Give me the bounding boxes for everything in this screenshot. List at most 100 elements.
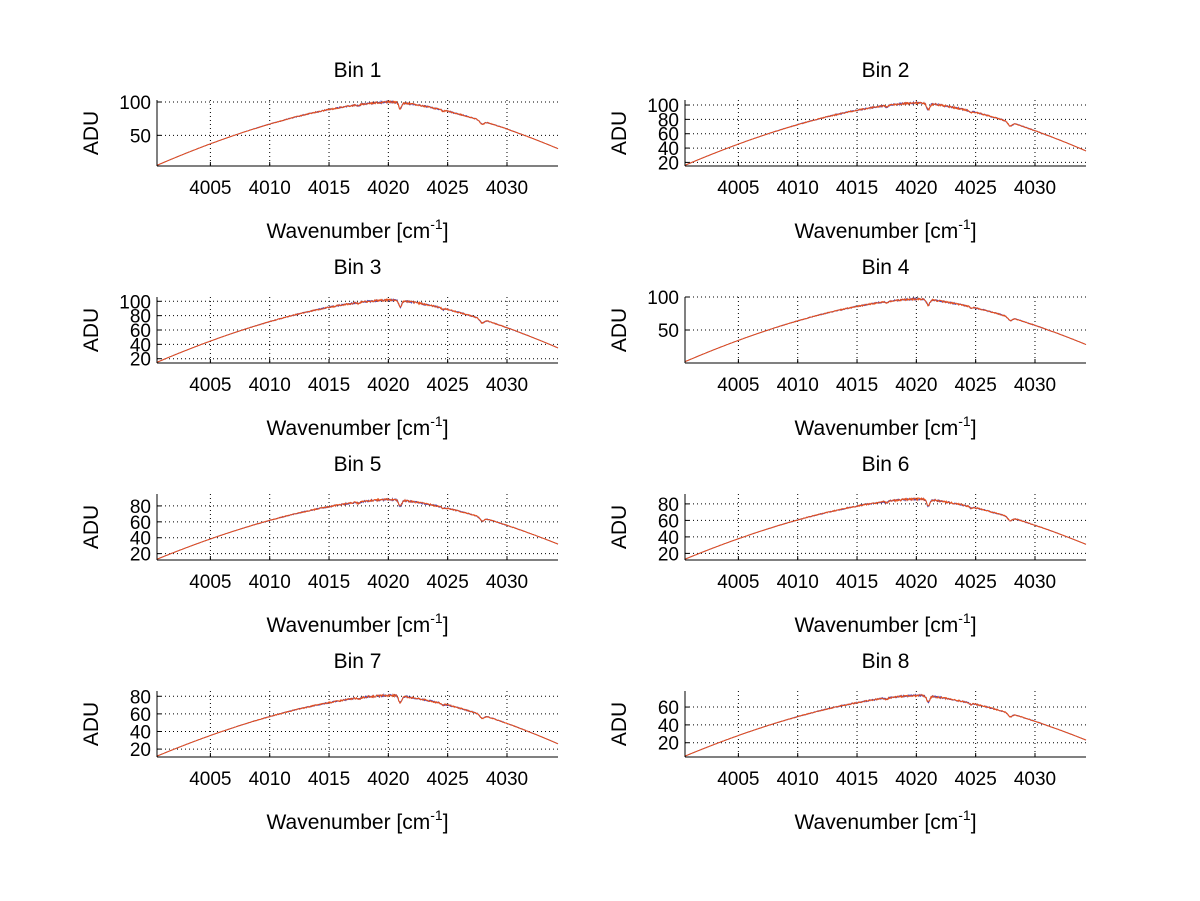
y-tick-label: 40	[658, 528, 679, 549]
x-tick-label: 4030	[1014, 769, 1056, 790]
x-tick-label: 4005	[717, 769, 759, 790]
x-tick-label: 4025	[427, 178, 469, 199]
x-axis-label: Wavenumber [cm-1]	[266, 216, 448, 243]
subplot-title: Bin 6	[862, 453, 910, 476]
x-tick-label: 4010	[249, 178, 291, 199]
x-tick-label: 4015	[308, 572, 350, 593]
x-tick-label: 4025	[427, 572, 469, 593]
spectrum-line	[684, 694, 1087, 757]
x-tick-label: 4020	[367, 572, 409, 593]
y-tick-label: 60	[130, 513, 151, 534]
subplot-title: Bin 1	[334, 59, 382, 82]
x-tick-label: 4005	[189, 178, 231, 199]
spectrum-line	[156, 497, 559, 560]
x-tick-label: 4020	[367, 769, 409, 790]
y-tick-label: 80	[130, 497, 151, 518]
x-tick-label: 4005	[717, 178, 759, 199]
y-axis-label: ADU	[80, 505, 103, 549]
y-axis-label: ADU	[608, 111, 631, 155]
x-tick-label: 4025	[955, 572, 997, 593]
x-axis-label: Wavenumber [cm-1]	[794, 413, 976, 440]
spectrum-line	[156, 693, 559, 757]
y-tick-label: 20	[658, 544, 679, 565]
y-axis-label: ADU	[608, 702, 631, 746]
spectrum-line	[156, 99, 559, 166]
x-tick-label: 4005	[717, 375, 759, 396]
x-axis-label: Wavenumber [cm-1]	[794, 216, 976, 243]
y-tick-label: 40	[658, 716, 679, 737]
y-axis-label: ADU	[80, 111, 103, 155]
y-axis-label: ADU	[608, 308, 631, 352]
spectrum-line	[684, 100, 1087, 166]
spectrum-line-underlay	[156, 99, 559, 166]
y-tick-label: 60	[658, 125, 679, 146]
y-tick-label: 100	[647, 288, 679, 309]
subplot-title: Bin 4	[862, 256, 910, 279]
x-tick-label: 4015	[308, 178, 350, 199]
y-axis-label: ADU	[80, 702, 103, 746]
x-tick-label: 4010	[777, 769, 819, 790]
y-tick-label: 80	[130, 307, 151, 328]
x-tick-label: 4025	[955, 178, 997, 199]
y-tick-label: 100	[119, 93, 151, 114]
x-tick-label: 4025	[955, 375, 997, 396]
subplot-title: Bin 8	[862, 650, 910, 673]
y-tick-label: 40	[130, 722, 151, 743]
y-axis-label: ADU	[80, 308, 103, 352]
x-tick-label: 4010	[777, 178, 819, 199]
y-tick-label: 50	[658, 321, 679, 342]
y-tick-label: 20	[130, 545, 151, 566]
x-tick-label: 4005	[189, 572, 231, 593]
y-tick-label: 100	[647, 96, 679, 117]
x-tick-label: 4020	[895, 572, 937, 593]
x-tick-label: 4025	[427, 769, 469, 790]
spectrum-line-underlay	[684, 497, 1087, 560]
x-axis-label: Wavenumber [cm-1]	[266, 807, 448, 834]
y-tick-label: 20	[658, 153, 679, 174]
spectrum-line-underlay	[156, 298, 559, 363]
spectrum-line	[684, 297, 1087, 363]
y-tick-label: 60	[130, 705, 151, 726]
x-tick-label: 4015	[308, 769, 350, 790]
x-tick-label: 4010	[777, 375, 819, 396]
x-tick-label: 4020	[367, 178, 409, 199]
y-tick-label: 40	[130, 529, 151, 550]
x-tick-label: 4010	[249, 375, 291, 396]
y-tick-label: 40	[658, 139, 679, 160]
y-tick-label: 60	[658, 511, 679, 532]
y-tick-label: 80	[130, 687, 151, 708]
x-tick-label: 4010	[249, 769, 291, 790]
x-tick-label: 4005	[189, 375, 231, 396]
x-tick-label: 4025	[955, 769, 997, 790]
x-axis-label: Wavenumber [cm-1]	[266, 413, 448, 440]
x-tick-label: 4030	[1014, 178, 1056, 199]
x-tick-label: 4020	[895, 375, 937, 396]
x-tick-label: 4020	[895, 178, 937, 199]
x-tick-label: 4005	[189, 769, 231, 790]
x-tick-label: 4005	[717, 572, 759, 593]
y-tick-label: 20	[658, 734, 679, 755]
x-tick-label: 4020	[895, 769, 937, 790]
spectrum-line-underlay	[156, 693, 559, 757]
subplot-title: Bin 5	[334, 453, 382, 476]
x-tick-label: 4015	[836, 375, 878, 396]
y-tick-label: 100	[119, 292, 151, 313]
y-tick-label: 20	[130, 350, 151, 371]
x-axis-label: Wavenumber [cm-1]	[794, 807, 976, 834]
x-tick-label: 4020	[367, 375, 409, 396]
spectrum-line	[156, 297, 559, 363]
x-tick-label: 4030	[486, 769, 528, 790]
subplot-title: Bin 2	[862, 59, 910, 82]
y-tick-label: 60	[658, 698, 679, 719]
x-tick-label: 4030	[486, 375, 528, 396]
x-tick-label: 4015	[308, 375, 350, 396]
x-tick-label: 4030	[1014, 375, 1056, 396]
x-tick-label: 4030	[1014, 572, 1056, 593]
y-tick-label: 60	[130, 321, 151, 342]
x-tick-label: 4025	[427, 375, 469, 396]
